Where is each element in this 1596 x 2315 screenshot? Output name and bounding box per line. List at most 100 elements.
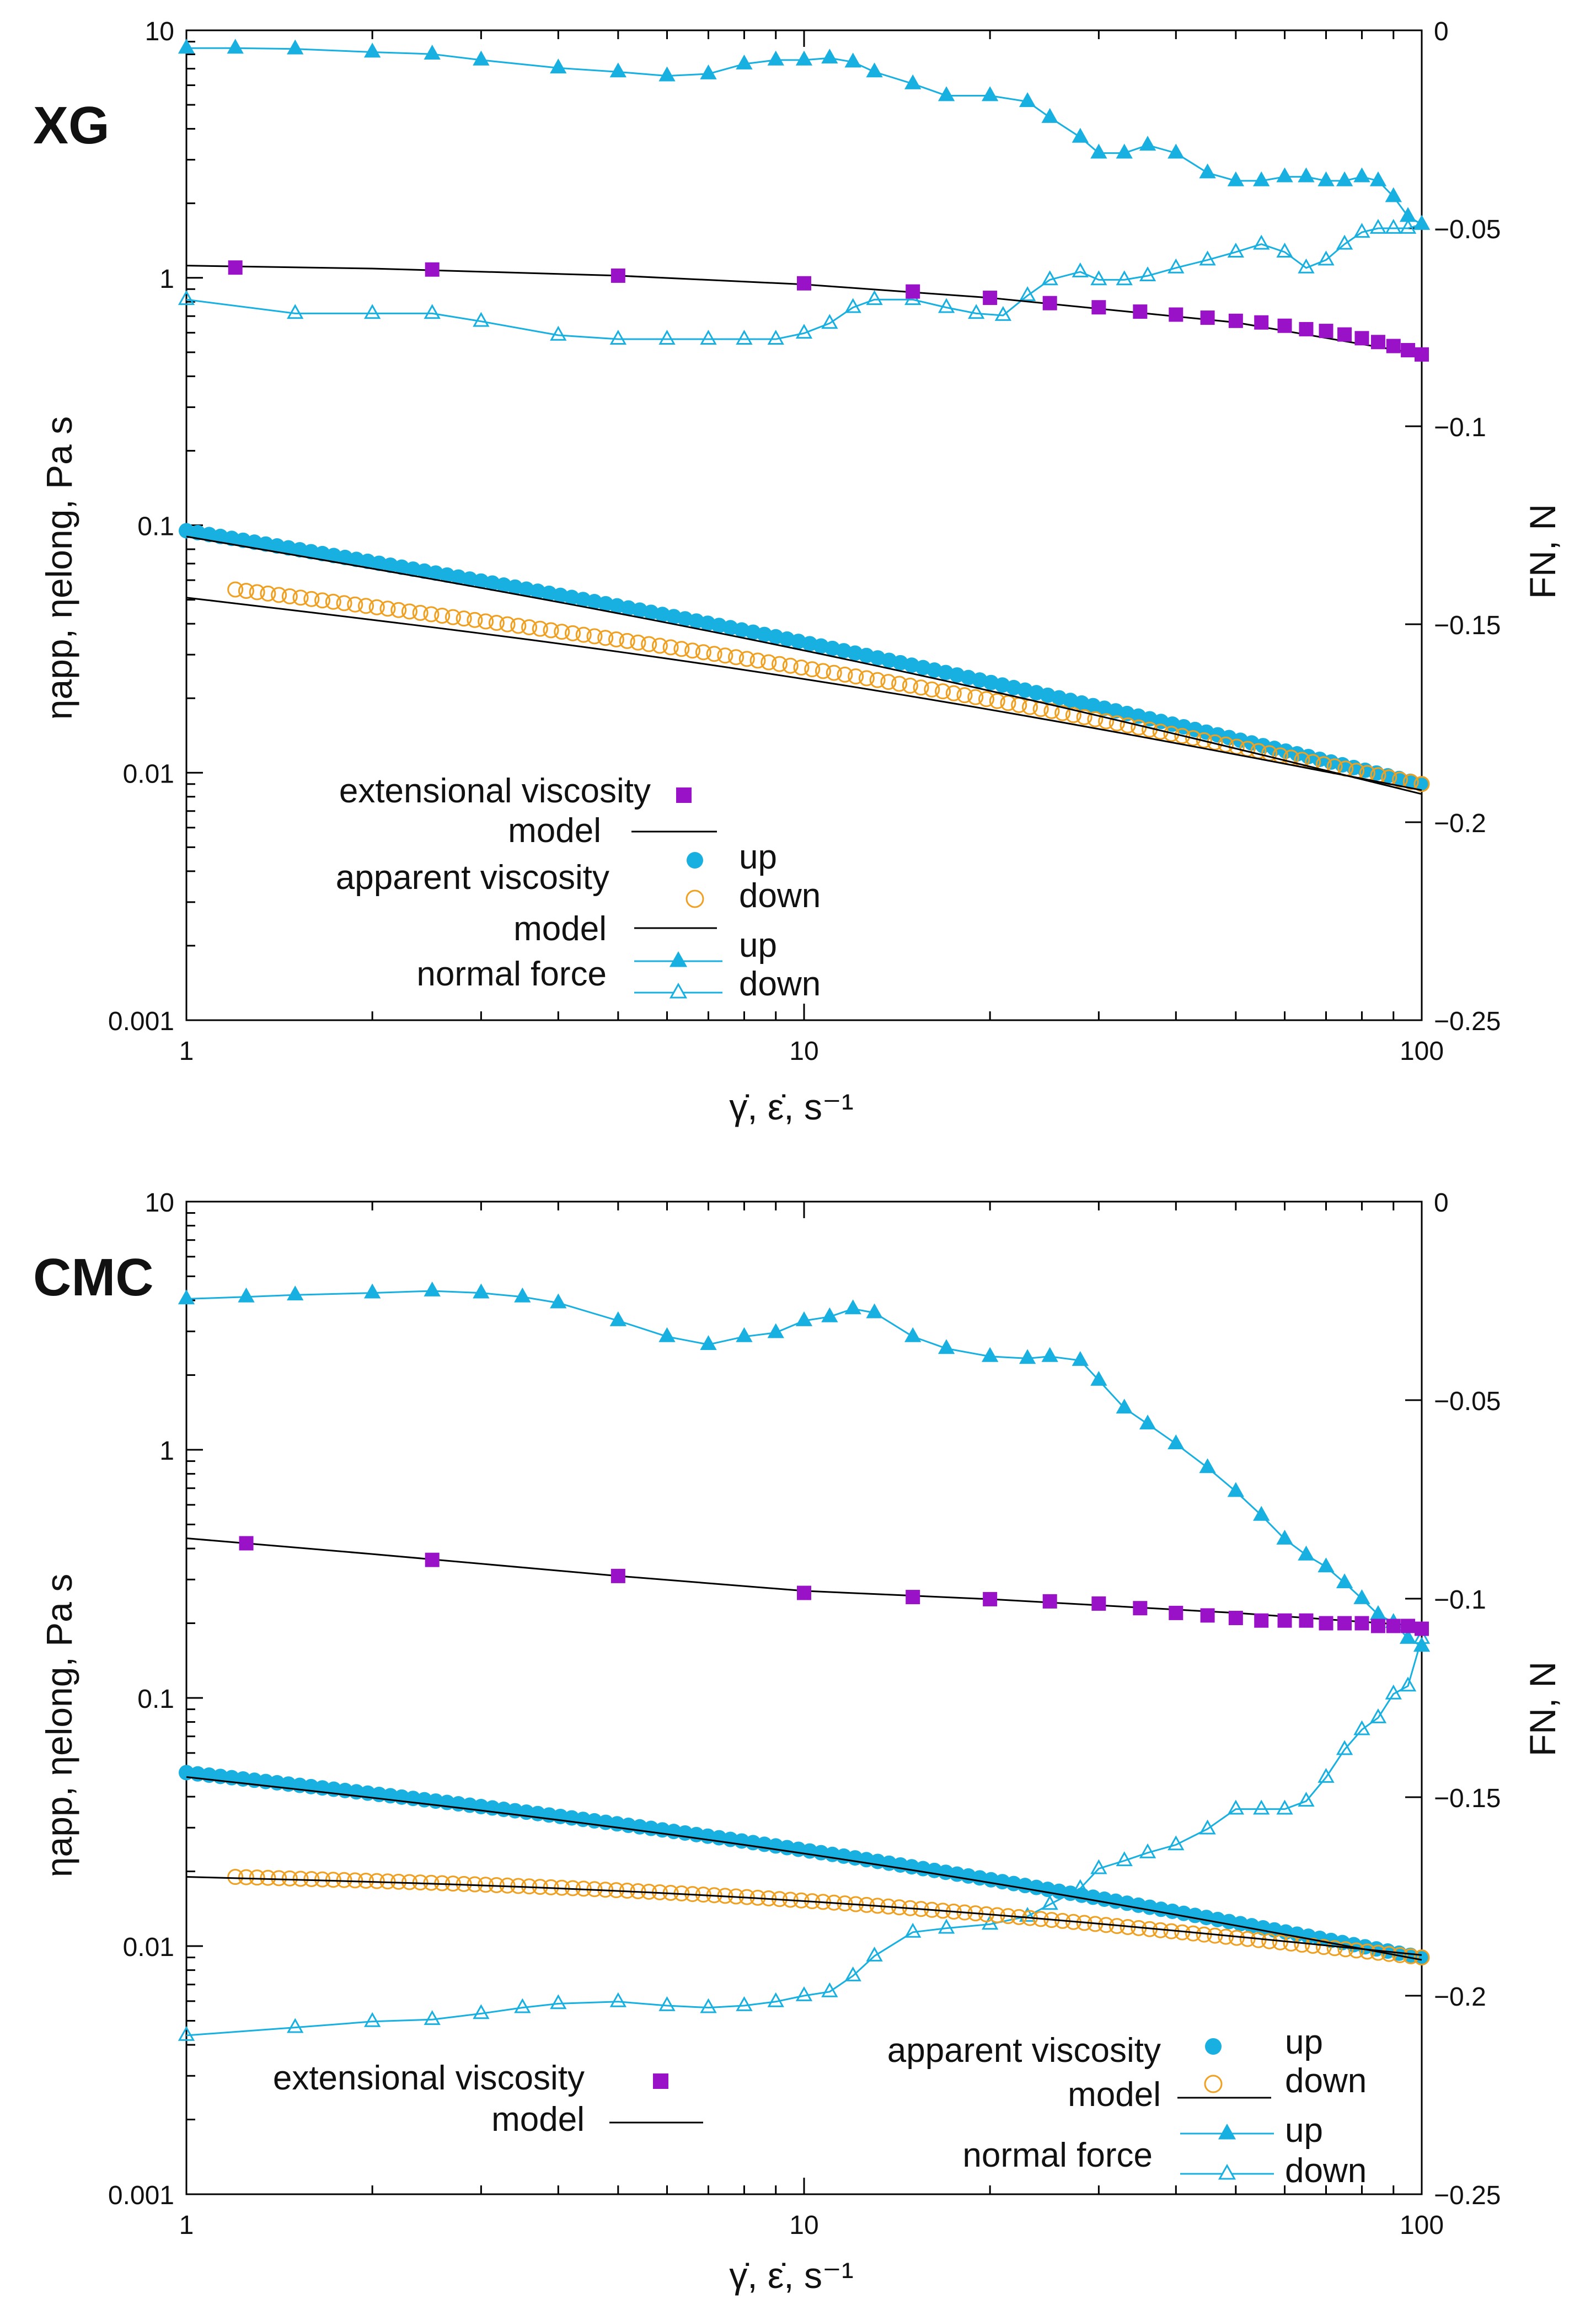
apparent-down-point	[227, 581, 244, 598]
normal_down-point	[609, 329, 627, 345]
extensional-point	[610, 1568, 625, 1583]
apparent-down-point	[499, 616, 516, 633]
normal_up-point	[424, 45, 441, 60]
legend-nf-up-label: up	[739, 926, 777, 964]
normal_up-point	[1199, 163, 1216, 179]
extensional-point	[1277, 318, 1292, 333]
extensional-point	[1200, 310, 1215, 325]
extensional-point	[1401, 342, 1416, 357]
normal_down-point	[1369, 1708, 1387, 1723]
normal_up-point	[1072, 127, 1089, 143]
apparent-down-point	[684, 642, 701, 659]
normal_up-point	[795, 50, 813, 66]
extensional-point	[1299, 321, 1314, 336]
normal_up-point	[287, 1285, 304, 1301]
normal_up-point	[938, 86, 955, 101]
apparent-down-point	[543, 622, 559, 639]
normal_down-point	[1116, 1851, 1133, 1867]
apparent-down-point	[989, 693, 1005, 709]
apparent-down-point	[662, 639, 679, 656]
normal_up-point	[658, 66, 676, 82]
normal_down-point	[514, 1998, 531, 2013]
normal_down-point	[821, 1982, 838, 1997]
apparent-down-point	[869, 672, 886, 688]
apparent-up-point	[179, 523, 194, 539]
y-right-tick-label: −0.05	[1434, 1387, 1501, 1416]
normal_up-point	[904, 74, 922, 89]
apparent-down-point	[532, 620, 548, 637]
normal_up-point	[658, 1327, 676, 1342]
apparent-down-point	[782, 657, 799, 674]
apparent-down-point	[619, 633, 635, 649]
y-axis-right-label: FN, N	[1522, 504, 1563, 599]
apparent-down-point	[956, 687, 973, 704]
legend-up-label: up	[739, 838, 777, 876]
y-left-tick-label: 0.01	[123, 759, 174, 789]
apparent-down-point	[1065, 707, 1081, 724]
apparent-down-point	[368, 599, 385, 615]
normal_down-point	[658, 1996, 676, 2011]
extensional-point	[610, 268, 625, 283]
normal_down-point	[424, 304, 441, 319]
extensional-point	[1354, 331, 1369, 346]
normal_down-point	[1276, 1799, 1293, 1815]
normal_down-point	[178, 2025, 195, 2041]
panel-label: CMC	[33, 1248, 154, 1307]
apparent-down-point	[325, 593, 341, 610]
legend-apparent-label: apparent viscosity	[336, 859, 609, 897]
apparent-down-point	[1087, 711, 1104, 727]
normal_up-point	[1116, 1398, 1133, 1414]
apparent-down-point	[804, 661, 821, 678]
apparent-down-point	[1326, 1940, 1343, 1957]
normal_down-point	[1041, 270, 1058, 286]
y-left-tick-label: 10	[145, 17, 174, 46]
apparent-down-point	[521, 619, 538, 635]
normal_down-point	[844, 1966, 861, 1981]
x-tick-label: 100	[1400, 2211, 1444, 2240]
extensional-point	[228, 260, 243, 275]
apparent-down-point	[565, 625, 581, 641]
apparent_model_down-line	[186, 1876, 1422, 1956]
normal_down-point	[1019, 286, 1036, 301]
normal_down-point	[1253, 234, 1270, 250]
normal_up-point	[981, 86, 999, 101]
normal_down-point	[1090, 1859, 1107, 1874]
y-axis-left-label: ηapp, ηelong, Pa s	[39, 416, 79, 720]
normal_down-point	[767, 329, 784, 345]
normal_up-point	[1353, 167, 1370, 183]
apparent-down-point	[651, 637, 668, 654]
normal_up-point	[473, 1283, 490, 1299]
legend-extensional-label: extensional viscosity	[273, 2059, 585, 2097]
apparent-down-point	[630, 634, 646, 651]
normal_up-point	[424, 1281, 441, 1296]
apparent-down-point	[1043, 703, 1060, 719]
apparent-down-point	[924, 681, 940, 698]
normal_up-point	[1336, 1573, 1353, 1589]
apparent-down-point	[412, 604, 429, 621]
normal_down-point	[1167, 258, 1185, 274]
normal_down-point	[1385, 1684, 1402, 1700]
apparent-down-point	[271, 1870, 287, 1887]
apparent-up-point	[235, 532, 251, 548]
apparent-down-point	[880, 674, 897, 690]
normal_down-point	[1317, 1767, 1335, 1783]
apparent-down-point	[1196, 732, 1212, 748]
apparent-down-point	[815, 663, 831, 679]
apparent-up-point	[190, 524, 206, 540]
normal_up-point	[238, 1287, 255, 1303]
apparent-down-point	[1337, 1941, 1354, 1958]
extensional-point	[906, 1590, 920, 1605]
extensional-point	[1133, 304, 1148, 319]
extensional-point	[1386, 339, 1401, 353]
normal_down-point	[866, 290, 883, 306]
y-right-tick-label: −0.25	[1434, 1007, 1501, 1036]
extensional-point	[1319, 324, 1333, 339]
normal_down-point	[1399, 218, 1417, 234]
legend: extensional viscosity model apparent vis…	[336, 772, 821, 1003]
apparent-down-point	[1381, 1946, 1397, 1962]
y-right-tick-label: 0	[1434, 1188, 1449, 1218]
plot-area	[178, 39, 1431, 795]
apparent-down-point	[488, 615, 505, 631]
legend-extensional-symbol	[653, 2073, 668, 2089]
apparent-down-point	[434, 607, 451, 624]
